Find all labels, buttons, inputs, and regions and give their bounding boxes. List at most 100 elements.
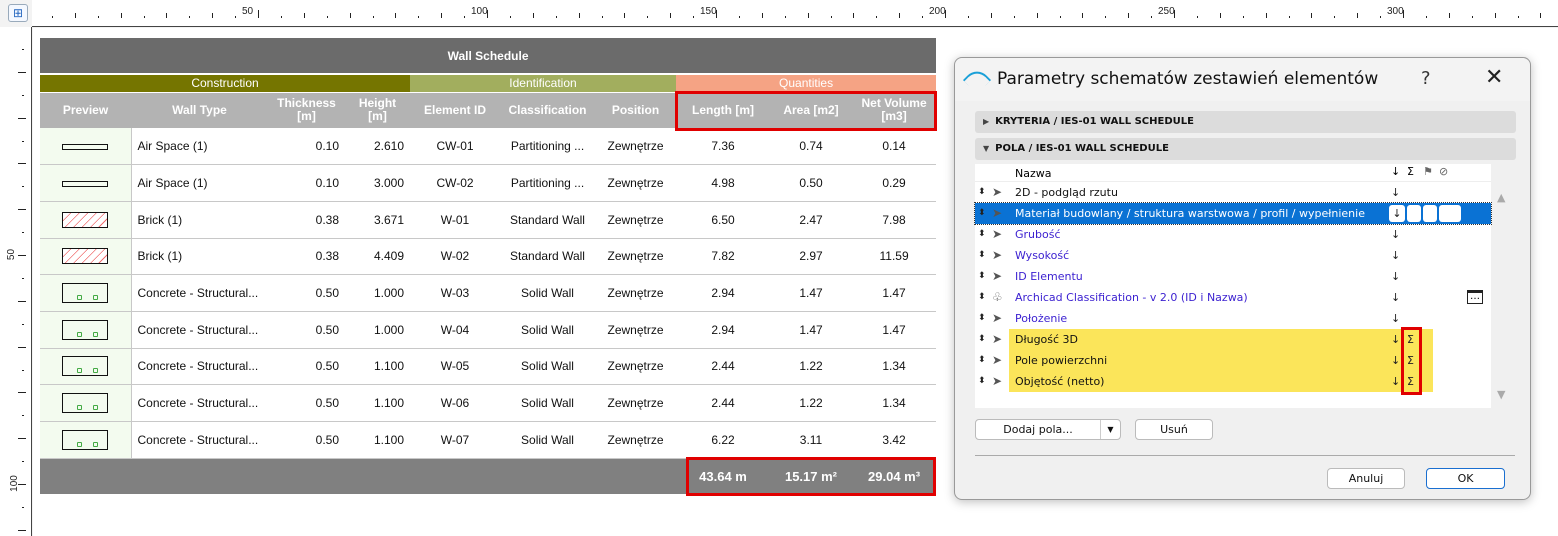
reorder-handle-icon[interactable]: ⬍	[978, 208, 986, 218]
cell-type: Brick (1)	[131, 238, 268, 276]
wall-preview-conc	[62, 429, 109, 450]
ruler-tick	[18, 392, 26, 394]
ruler-tick	[18, 484, 26, 485]
field-row[interactable]: ⬍ ➤ 2D - podgląd rzutu ↓	[975, 182, 1491, 203]
table-row[interactable]: Air Space (1) 0.10 3.000 CW-02 Partitioning …	[40, 164, 937, 202]
cell-volume: 7.98	[852, 201, 937, 239]
field-row[interactable]: ⬍ ➤ Objętość (netto) ↓ Σ	[975, 371, 1491, 392]
wall-preview-conc	[62, 393, 109, 414]
sort-arrow-icon[interactable]: ↓	[1391, 291, 1401, 304]
ruler-tick	[18, 255, 26, 256]
reorder-handle-icon[interactable]: ⬍	[978, 334, 986, 344]
sort-arrow-icon[interactable]: ↓	[1391, 249, 1401, 262]
table-row[interactable]: Concrete - Structural... 0.50 1.000 W-03 Sol…	[40, 274, 937, 312]
more-options-button[interactable]: …	[1467, 290, 1483, 304]
sum-checkbox[interactable]	[1407, 205, 1421, 222]
cancel-button[interactable]: Anuluj	[1327, 468, 1405, 489]
field-row[interactable]: ⬍ ➤ Grubość ↓	[975, 224, 1491, 245]
field-row[interactable]: ⬍ ➤ Pole powierzchni ↓ Σ	[975, 350, 1491, 371]
criteria-section-header[interactable]: ▶ KRYTERIA / IES-01 WALL SCHEDULE	[975, 111, 1516, 133]
field-row[interactable]: ⬍ ➤ Materiał budowlany / struktura warstwo…	[974, 202, 1492, 225]
cell-id: W-07	[410, 421, 500, 459]
preview-cell	[40, 201, 132, 239]
ok-button[interactable]: OK	[1426, 468, 1505, 489]
reorder-handle-icon[interactable]: ⬍	[978, 229, 986, 239]
reorder-handle-icon[interactable]: ⬍	[978, 355, 986, 365]
ruler-tick	[716, 10, 717, 18]
cell-height: 1.100	[345, 421, 410, 459]
cell-volume: 0.29	[852, 164, 937, 202]
table-row[interactable]: Concrete - Structural... 0.50 1.100 W-07 Sol…	[40, 421, 937, 459]
reorder-handle-icon[interactable]: ⬍	[978, 313, 986, 323]
ruler-tick	[235, 16, 237, 18]
cell-area: 2.47	[770, 201, 852, 239]
table-row[interactable]: Concrete - Structural... 0.50 1.100 W-05 Sol…	[40, 348, 937, 386]
hide-icon[interactable]: ⊘	[1439, 165, 1449, 178]
cell-length: 2.44	[676, 384, 770, 422]
table-row[interactable]: Brick (1) 0.38 3.671 W-01 Standard Wall Zewnę…	[40, 201, 937, 239]
field-row[interactable]: ⬍ ➤ Wysokość ↓	[975, 245, 1491, 266]
reorder-handle-icon[interactable]: ⬍	[978, 250, 986, 260]
reorder-handle-icon[interactable]: ⬍	[978, 376, 986, 386]
ruler-tick	[1494, 13, 1496, 18]
table-row[interactable]: Concrete - Structural... 0.50 1.100 W-06 Sol…	[40, 384, 937, 422]
sum-icon[interactable]: Σ	[1407, 165, 1414, 178]
sort-arrow-icon[interactable]: ↓	[1391, 312, 1401, 325]
add-fields-button[interactable]: Dodaj pola... ▼	[975, 419, 1121, 440]
table-row[interactable]: Brick (1) 0.38 4.409 W-02 Standard Wall Zewnę…	[40, 238, 937, 276]
preview-cell	[40, 311, 132, 349]
cursor-icon: ➤	[992, 269, 1003, 283]
cell-length: 7.82	[676, 238, 770, 276]
ruler-tick	[143, 16, 145, 18]
sum-icon[interactable]: Σ	[1407, 354, 1414, 367]
sort-arrow-icon[interactable]: ↓	[1391, 186, 1401, 199]
sum-icon[interactable]: Σ	[1407, 333, 1414, 346]
table-row[interactable]: Air Space (1) 0.10 2.610 CW-01 Partitioning …	[40, 128, 937, 166]
cell-position: Zewnętrze	[595, 348, 676, 386]
field-row[interactable]: ⬍ ➤ Długość 3D ↓ Σ	[975, 329, 1491, 350]
ruler-tick	[761, 13, 763, 18]
close-button[interactable]: ✕	[1485, 65, 1504, 90]
ruler-label: 250	[1158, 6, 1175, 17]
classification-tree-icon: ♧	[992, 290, 1003, 304]
flag-checkbox[interactable]	[1423, 205, 1437, 222]
hide-checkbox[interactable]	[1439, 205, 1461, 222]
table-export-icon[interactable]: ⊞	[8, 4, 28, 22]
field-name: Archicad Classification - v 2.0 (ID i Na…	[1015, 291, 1248, 304]
ruler-tick	[876, 16, 878, 18]
cell-id: W-01	[410, 201, 500, 239]
sort-arrow-icon[interactable]: ↓	[1391, 375, 1401, 388]
reorder-handle-icon[interactable]: ⬍	[978, 292, 986, 302]
sum-icon[interactable]: Σ	[1407, 375, 1414, 388]
table-row[interactable]: Concrete - Structural... 0.50 1.000 W-04 Sol…	[40, 311, 937, 349]
reorder-handle-icon[interactable]: ⬍	[978, 271, 986, 281]
cell-position: Zewnętrze	[595, 128, 676, 166]
ruler-tick	[1242, 16, 1244, 18]
scroll-down-icon[interactable]: ▼	[1497, 388, 1506, 401]
field-row[interactable]: ⬍ ➤ ID Elementu ↓	[975, 266, 1491, 287]
scroll-up-icon[interactable]: ▲	[1497, 191, 1506, 204]
dropdown-arrow-icon[interactable]: ▼	[1100, 420, 1120, 439]
ruler-tick	[51, 16, 53, 18]
ruler-tick	[624, 13, 626, 18]
sort-arrow-icon[interactable]: ↓	[1391, 270, 1401, 283]
flag-icon[interactable]: ⚑	[1423, 165, 1433, 178]
cell-thickness: 0.50	[268, 311, 345, 349]
fields-section-header[interactable]: ▼ POLA / IES-01 WALL SCHEDULE	[975, 138, 1516, 160]
sort-icon[interactable]: ↓	[1391, 165, 1401, 178]
field-row[interactable]: ⬍ ♧ Archicad Classification - v 2.0 (ID i …	[975, 287, 1491, 308]
reorder-handle-icon[interactable]: ⬍	[978, 187, 986, 197]
sort-arrow-icon[interactable]: ↓	[1389, 205, 1405, 222]
cell-area: 1.22	[770, 384, 852, 422]
ruler-tick	[1128, 13, 1130, 18]
sort-arrow-icon[interactable]: ↓	[1391, 354, 1401, 367]
sort-arrow-icon[interactable]: ↓	[1391, 333, 1401, 346]
cell-height: 4.409	[345, 238, 410, 276]
sort-arrow-icon[interactable]: ↓	[1391, 228, 1401, 241]
field-row[interactable]: ⬍ ➤ Położenie ↓	[975, 308, 1491, 329]
help-button[interactable]: ?	[1421, 68, 1431, 89]
ruler-tick	[22, 369, 24, 371]
ruler-label: 50	[6, 248, 18, 261]
remove-button[interactable]: Usuń	[1135, 419, 1213, 440]
cell-classification: Solid Wall	[500, 274, 595, 312]
